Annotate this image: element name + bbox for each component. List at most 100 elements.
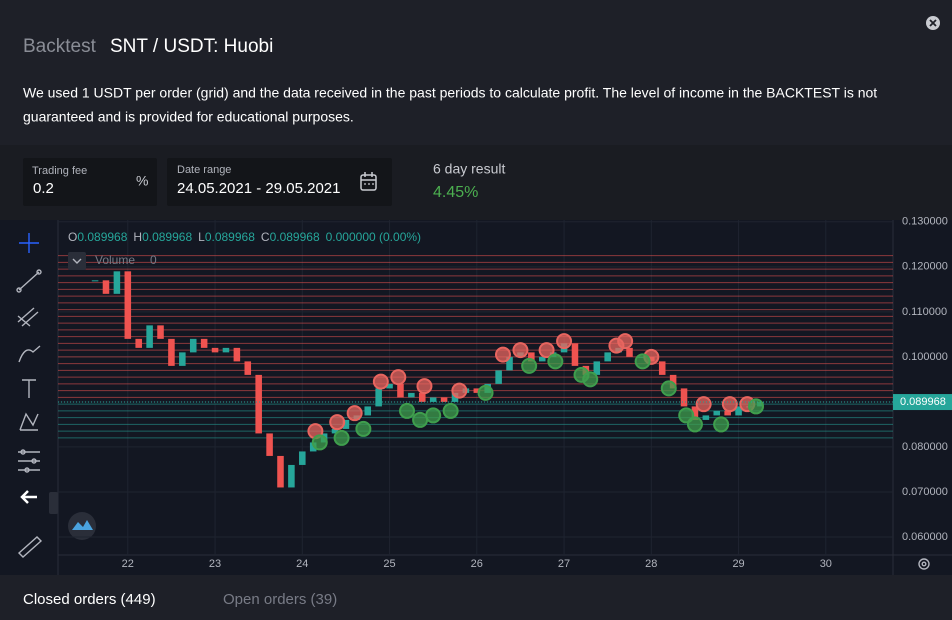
- sell-order: [538, 342, 555, 359]
- field-label: Trading fee: [32, 165, 87, 177]
- candle: [419, 392, 426, 402]
- header-label: Backtest: [23, 36, 97, 57]
- candle: [473, 388, 481, 393]
- y-tick-label: 0.120000: [902, 261, 948, 273]
- result-label: 6 day result: [433, 161, 505, 177]
- date-range-field[interactable]: Date range 24.05.2021 - 29.05.2021: [167, 158, 392, 206]
- buy-order: [311, 434, 328, 451]
- close-button[interactable]: [926, 16, 940, 30]
- x-tick-label: 23: [209, 558, 221, 570]
- candle: [429, 397, 437, 402]
- candle: [211, 347, 219, 353]
- candle: [222, 347, 230, 353]
- tab[interactable]: Open orders (39): [223, 591, 337, 608]
- candle: [102, 280, 110, 294]
- candle: [146, 325, 153, 348]
- candle: [538, 356, 546, 362]
- tab-active[interactable]: Closed orders (449): [23, 591, 156, 608]
- candle: [506, 356, 513, 371]
- candle: [397, 383, 404, 398]
- field-value: 24.05.2021 - 29.05.2021: [177, 180, 340, 197]
- x-tick-label: 24: [296, 558, 308, 570]
- candle: [168, 338, 175, 366]
- x-tick-label: 25: [383, 558, 395, 570]
- legend-part: 0.089968: [77, 230, 127, 244]
- x-tick-label: 26: [471, 558, 483, 570]
- candle: [375, 388, 382, 407]
- description-line: guaranteed and is provided for education…: [23, 109, 354, 125]
- candle: [179, 352, 186, 366]
- x-tick-label: 29: [732, 558, 744, 570]
- candle: [135, 338, 142, 348]
- y-tick-label: 0.130000: [902, 216, 948, 228]
- x-tick-label: 30: [820, 558, 832, 570]
- y-tick-label: 0.080000: [902, 441, 948, 453]
- candle: [244, 361, 252, 375]
- y-tick-label: 0.060000: [902, 531, 948, 543]
- legend-part: 0.089968: [270, 230, 320, 244]
- field-unit: %: [136, 173, 148, 189]
- legend-part: 0.089968: [142, 230, 192, 244]
- candle: [288, 464, 295, 488]
- candle: [91, 280, 99, 282]
- logo-icon: [72, 520, 93, 530]
- candle: [440, 397, 448, 402]
- sell-order: [512, 342, 529, 359]
- candle: [735, 406, 742, 416]
- legend-toggle[interactable]: [68, 252, 86, 270]
- buy-order: [634, 353, 651, 370]
- calendar-icon: [360, 172, 377, 191]
- overlay: 0.1300000.1200000.1100000.1000000.090000…: [68, 216, 952, 570]
- sell-order: [346, 405, 363, 422]
- x-tick-label: 28: [645, 558, 657, 570]
- y-tick-label: 0.070000: [902, 486, 948, 498]
- candle: [451, 392, 459, 402]
- toolbar-collapse[interactable]: [49, 492, 58, 514]
- buy-order: [713, 416, 730, 433]
- trading-fee-field[interactable]: Trading fee 0.2 %: [23, 158, 157, 206]
- sell-order: [372, 373, 389, 390]
- candle: [255, 374, 262, 434]
- sell-order: [721, 396, 738, 413]
- y-tick-label: 0.110000: [902, 306, 947, 318]
- candle: [528, 352, 535, 362]
- legend-part: 0.000000 (0.00%): [326, 230, 421, 244]
- tabs-bar: [0, 575, 952, 620]
- volume-label: Volume: [95, 253, 135, 267]
- candle: [200, 338, 208, 348]
- candle: [571, 343, 579, 366]
- sell-order: [329, 414, 346, 431]
- x-tick-label: 27: [558, 558, 570, 570]
- legend-part: C: [261, 230, 270, 244]
- candle: [113, 271, 121, 294]
- buy-order: [547, 353, 564, 370]
- sell-order: [451, 382, 468, 399]
- candle: [604, 352, 611, 362]
- settings-gear[interactable]: [918, 558, 930, 570]
- candle: [691, 406, 699, 420]
- candle: [342, 419, 350, 429]
- result-value: 4.45%: [433, 184, 478, 201]
- candle: [124, 271, 132, 339]
- candle: [386, 383, 393, 389]
- candle: [593, 361, 601, 375]
- candle: [266, 433, 273, 456]
- candle: [669, 374, 677, 389]
- sell-order: [416, 378, 433, 395]
- candle: [233, 347, 241, 362]
- candle: [408, 392, 415, 398]
- buy-order: [412, 411, 429, 428]
- candle: [189, 338, 197, 353]
- buy-order: [399, 402, 416, 419]
- candle: [157, 325, 164, 339]
- buy-order: [686, 416, 703, 433]
- buy-order: [425, 407, 442, 424]
- last-price-badge: [893, 394, 952, 411]
- legend-part: O: [68, 230, 77, 244]
- candle: [713, 410, 721, 416]
- toolbar-icons[interactable]: [16, 233, 43, 558]
- x-tick-label: 22: [122, 558, 134, 570]
- sell-order: [494, 346, 511, 363]
- candle: [277, 455, 284, 488]
